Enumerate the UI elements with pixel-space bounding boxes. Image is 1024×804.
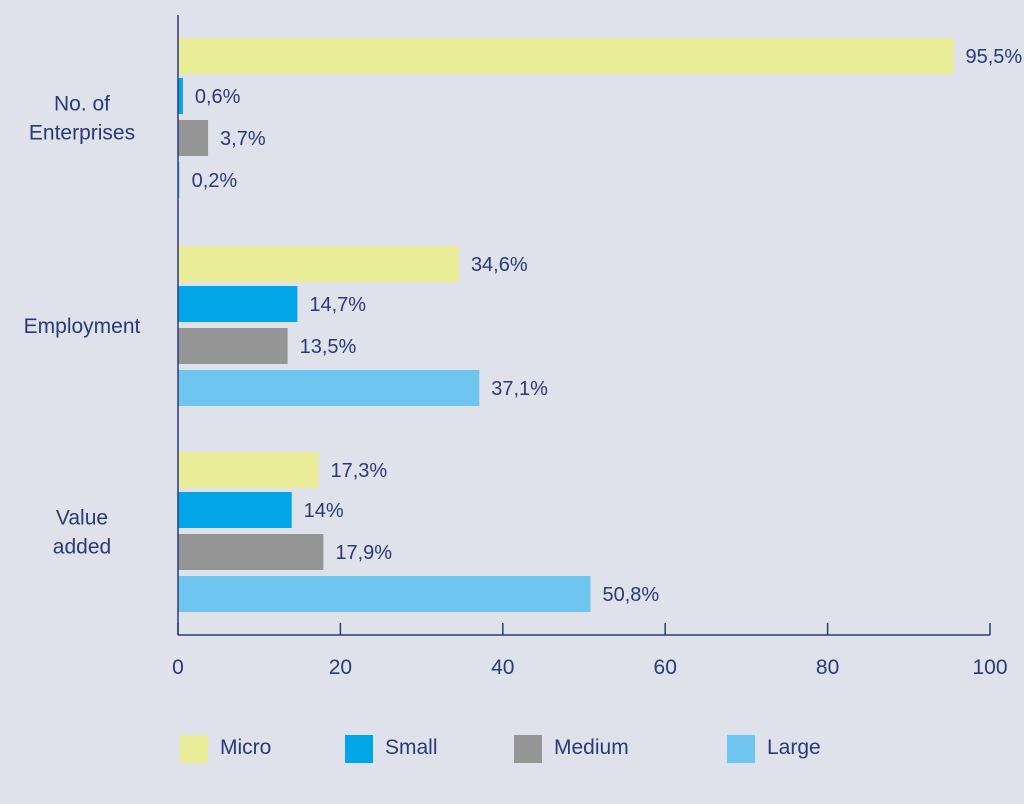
data-label-large-0: 0,2% bbox=[192, 170, 238, 192]
bar-small-0 bbox=[178, 78, 183, 114]
data-label-micro-2: 17,3% bbox=[330, 460, 387, 482]
data-label-small-2: 14% bbox=[304, 500, 344, 522]
x-tick-label-80: 80 bbox=[816, 656, 839, 679]
legend-label-large: Large bbox=[767, 736, 821, 759]
legend: Micro Small Medium Large bbox=[180, 735, 821, 763]
x-tick-label-40: 40 bbox=[491, 656, 514, 679]
data-labels-layer: 95,5% 34,6% 17,3% 0,6% 14,7% 14% 3,7% 13,5% 17,9… bbox=[192, 46, 1023, 606]
bar-medium-1 bbox=[178, 328, 288, 364]
legend-swatch-medium bbox=[514, 735, 542, 763]
legend-label-medium: Medium bbox=[554, 736, 629, 759]
bar-medium-0 bbox=[178, 120, 209, 156]
legend-swatch-large bbox=[727, 735, 755, 763]
x-tick-label-0: 0 bbox=[172, 656, 184, 679]
bar-small-2 bbox=[178, 492, 292, 528]
category-label-1: Employment bbox=[24, 315, 141, 338]
data-label-large-1: 37,1% bbox=[491, 378, 548, 400]
bar-micro-0 bbox=[178, 38, 954, 74]
data-label-small-0: 0,6% bbox=[195, 86, 241, 108]
category-label-2: Value added bbox=[53, 507, 111, 559]
bars-layer bbox=[178, 38, 954, 612]
category-label-0: No. of Enterprises bbox=[29, 93, 135, 145]
bar-large-2 bbox=[178, 576, 591, 612]
bar-micro-2 bbox=[178, 452, 319, 488]
x-tick-label-100: 100 bbox=[972, 656, 1007, 679]
bar-medium-2 bbox=[178, 534, 324, 570]
legend-label-micro: Micro bbox=[220, 736, 271, 759]
x-tick-label-20: 20 bbox=[329, 656, 352, 679]
x-axis: 0 20 40 60 80 100 bbox=[172, 15, 1008, 679]
data-label-micro-0: 95,5% bbox=[965, 46, 1022, 68]
category-labels: No. of Enterprises Employment Value added bbox=[24, 93, 141, 559]
x-tick-label-60: 60 bbox=[654, 656, 677, 679]
bar-small-1 bbox=[178, 286, 298, 322]
data-label-large-2: 50,8% bbox=[602, 584, 659, 606]
data-label-micro-1: 34,6% bbox=[471, 254, 528, 276]
bar-large-1 bbox=[178, 370, 480, 406]
legend-swatch-small bbox=[345, 735, 373, 763]
data-label-medium-0: 3,7% bbox=[220, 128, 266, 150]
data-label-medium-1: 13,5% bbox=[300, 336, 357, 358]
data-label-medium-2: 17,9% bbox=[335, 542, 392, 564]
data-label-small-1: 14,7% bbox=[309, 294, 366, 316]
legend-label-small: Small bbox=[385, 736, 438, 759]
bar-large-0 bbox=[178, 162, 180, 198]
legend-swatch-micro bbox=[180, 735, 208, 763]
bar-micro-1 bbox=[178, 246, 459, 282]
